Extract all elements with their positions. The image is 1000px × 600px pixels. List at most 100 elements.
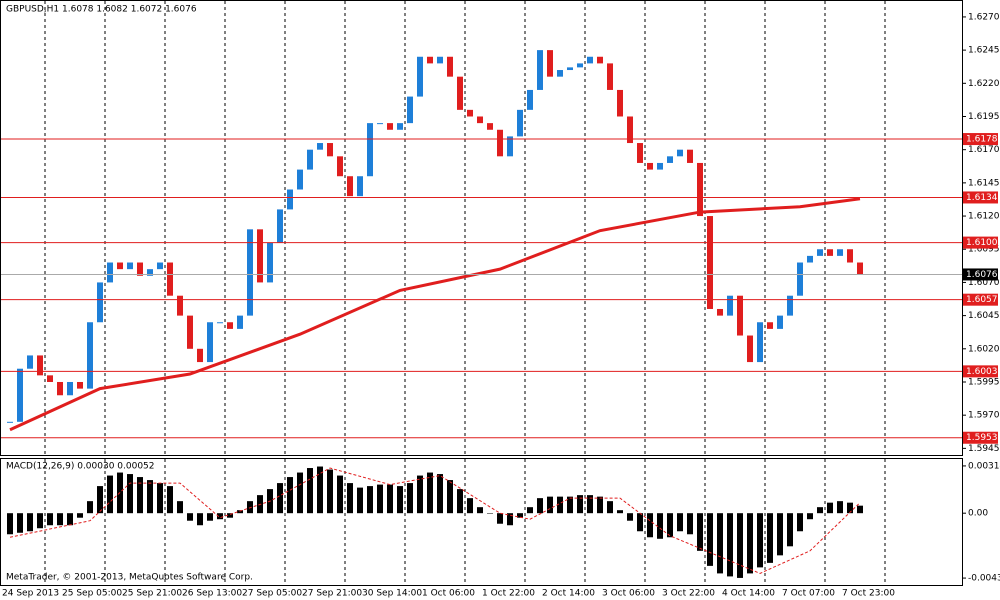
level-label: 1.6057 bbox=[966, 295, 998, 305]
current-price-box bbox=[963, 268, 998, 281]
histogram-bar bbox=[797, 513, 803, 532]
chart-title: GBPUSD,H1 1.6078 1.6082 1.6072 1.6076 bbox=[6, 5, 197, 15]
candle bbox=[327, 143, 333, 157]
histogram-bar bbox=[727, 513, 733, 577]
histogram-bar bbox=[747, 513, 753, 574]
candle bbox=[267, 242, 273, 283]
histogram-bar bbox=[597, 496, 603, 514]
macd-title: MACD(12,26,9) 0.00030 0.00052 bbox=[6, 462, 155, 472]
candle bbox=[337, 156, 343, 177]
price-panel bbox=[0, 0, 963, 456]
histogram-bar bbox=[527, 507, 533, 514]
y-tick-label: 1.5970 bbox=[968, 411, 1000, 421]
histogram-bar bbox=[677, 513, 683, 532]
candle bbox=[7, 421, 13, 423]
candle bbox=[427, 56, 433, 64]
histogram-bar bbox=[637, 513, 643, 532]
level-label: 1.6178 bbox=[966, 135, 998, 145]
histogram-bar bbox=[387, 484, 393, 514]
candle bbox=[547, 50, 553, 77]
level-label-box bbox=[963, 191, 998, 204]
histogram-bar bbox=[697, 513, 703, 551]
candle bbox=[37, 355, 43, 376]
candle bbox=[217, 322, 223, 324]
histogram-bar bbox=[547, 496, 553, 514]
candle bbox=[637, 143, 643, 163]
candle bbox=[717, 308, 723, 316]
histogram-bar bbox=[97, 486, 103, 514]
x-tick-label: 26 Sep 13:00 bbox=[182, 589, 242, 599]
candle bbox=[707, 216, 713, 309]
histogram-bar bbox=[307, 468, 313, 514]
y-tick-label: 0.00 bbox=[968, 509, 988, 519]
candle bbox=[657, 162, 663, 170]
histogram-bar bbox=[477, 507, 483, 514]
y-tick-label: 1.6245 bbox=[968, 46, 1000, 56]
histogram-bar bbox=[767, 513, 773, 563]
histogram-bar bbox=[167, 486, 173, 514]
histogram-bar bbox=[337, 475, 343, 514]
x-tick-label: 1 Oct 06:00 bbox=[422, 589, 475, 599]
candle bbox=[577, 63, 583, 68]
candle bbox=[147, 269, 153, 276]
candle bbox=[107, 262, 113, 283]
candle bbox=[647, 162, 653, 170]
candle bbox=[587, 56, 593, 64]
histogram-bar bbox=[507, 513, 513, 526]
candle bbox=[437, 56, 443, 64]
candle bbox=[367, 123, 373, 177]
histogram-bar bbox=[317, 466, 323, 514]
candle bbox=[407, 96, 413, 124]
candle bbox=[817, 249, 823, 256]
candle bbox=[447, 56, 453, 77]
y-tick-label: 1.6045 bbox=[968, 311, 1000, 321]
histogram-bar bbox=[197, 513, 203, 526]
candle bbox=[507, 136, 513, 157]
histogram-bar bbox=[457, 489, 463, 514]
histogram-bar bbox=[397, 486, 403, 514]
candle bbox=[777, 315, 783, 329]
candle bbox=[537, 50, 543, 90]
candle bbox=[687, 149, 693, 163]
y-tick-label: 1.6070 bbox=[968, 278, 1000, 288]
candle bbox=[397, 123, 403, 130]
candle bbox=[287, 189, 293, 210]
candle bbox=[487, 123, 493, 130]
candle bbox=[167, 262, 173, 296]
histogram-bar bbox=[497, 513, 503, 524]
x-tick-label: 25 Sep 21:00 bbox=[122, 589, 182, 599]
candle bbox=[567, 67, 573, 71]
y-tick-label: -0.00431 bbox=[968, 574, 1000, 584]
y-tick-label: 1.6270 bbox=[968, 12, 1000, 22]
y-tick-label: 1.6170 bbox=[968, 145, 1000, 155]
histogram-bar bbox=[207, 513, 213, 521]
level-label: 1.6134 bbox=[966, 193, 998, 203]
candle bbox=[197, 348, 203, 363]
histogram-bar bbox=[417, 475, 423, 514]
candle bbox=[257, 229, 263, 283]
candle bbox=[187, 315, 193, 349]
candle bbox=[787, 295, 793, 316]
x-tick-label: 1 Oct 22:00 bbox=[482, 589, 535, 599]
histogram-bar bbox=[617, 510, 623, 514]
level-label-box bbox=[963, 133, 998, 146]
histogram-bar bbox=[77, 513, 83, 518]
candle bbox=[377, 123, 383, 125]
x-tick-label: 7 Oct 23:00 bbox=[842, 589, 895, 599]
candle bbox=[757, 322, 763, 363]
candle bbox=[47, 375, 53, 382]
histogram-bar bbox=[517, 513, 523, 518]
level-label-box bbox=[963, 365, 998, 378]
candle bbox=[87, 322, 93, 389]
histogram-bar bbox=[487, 513, 493, 514]
candle bbox=[557, 70, 563, 77]
candle bbox=[67, 381, 73, 396]
candle bbox=[237, 315, 243, 329]
histogram-bar bbox=[567, 496, 573, 514]
candle bbox=[597, 56, 603, 64]
candle bbox=[457, 76, 463, 110]
y-tick-label: 1.5995 bbox=[968, 377, 1000, 387]
candle bbox=[177, 295, 183, 316]
histogram-bar bbox=[7, 513, 13, 535]
